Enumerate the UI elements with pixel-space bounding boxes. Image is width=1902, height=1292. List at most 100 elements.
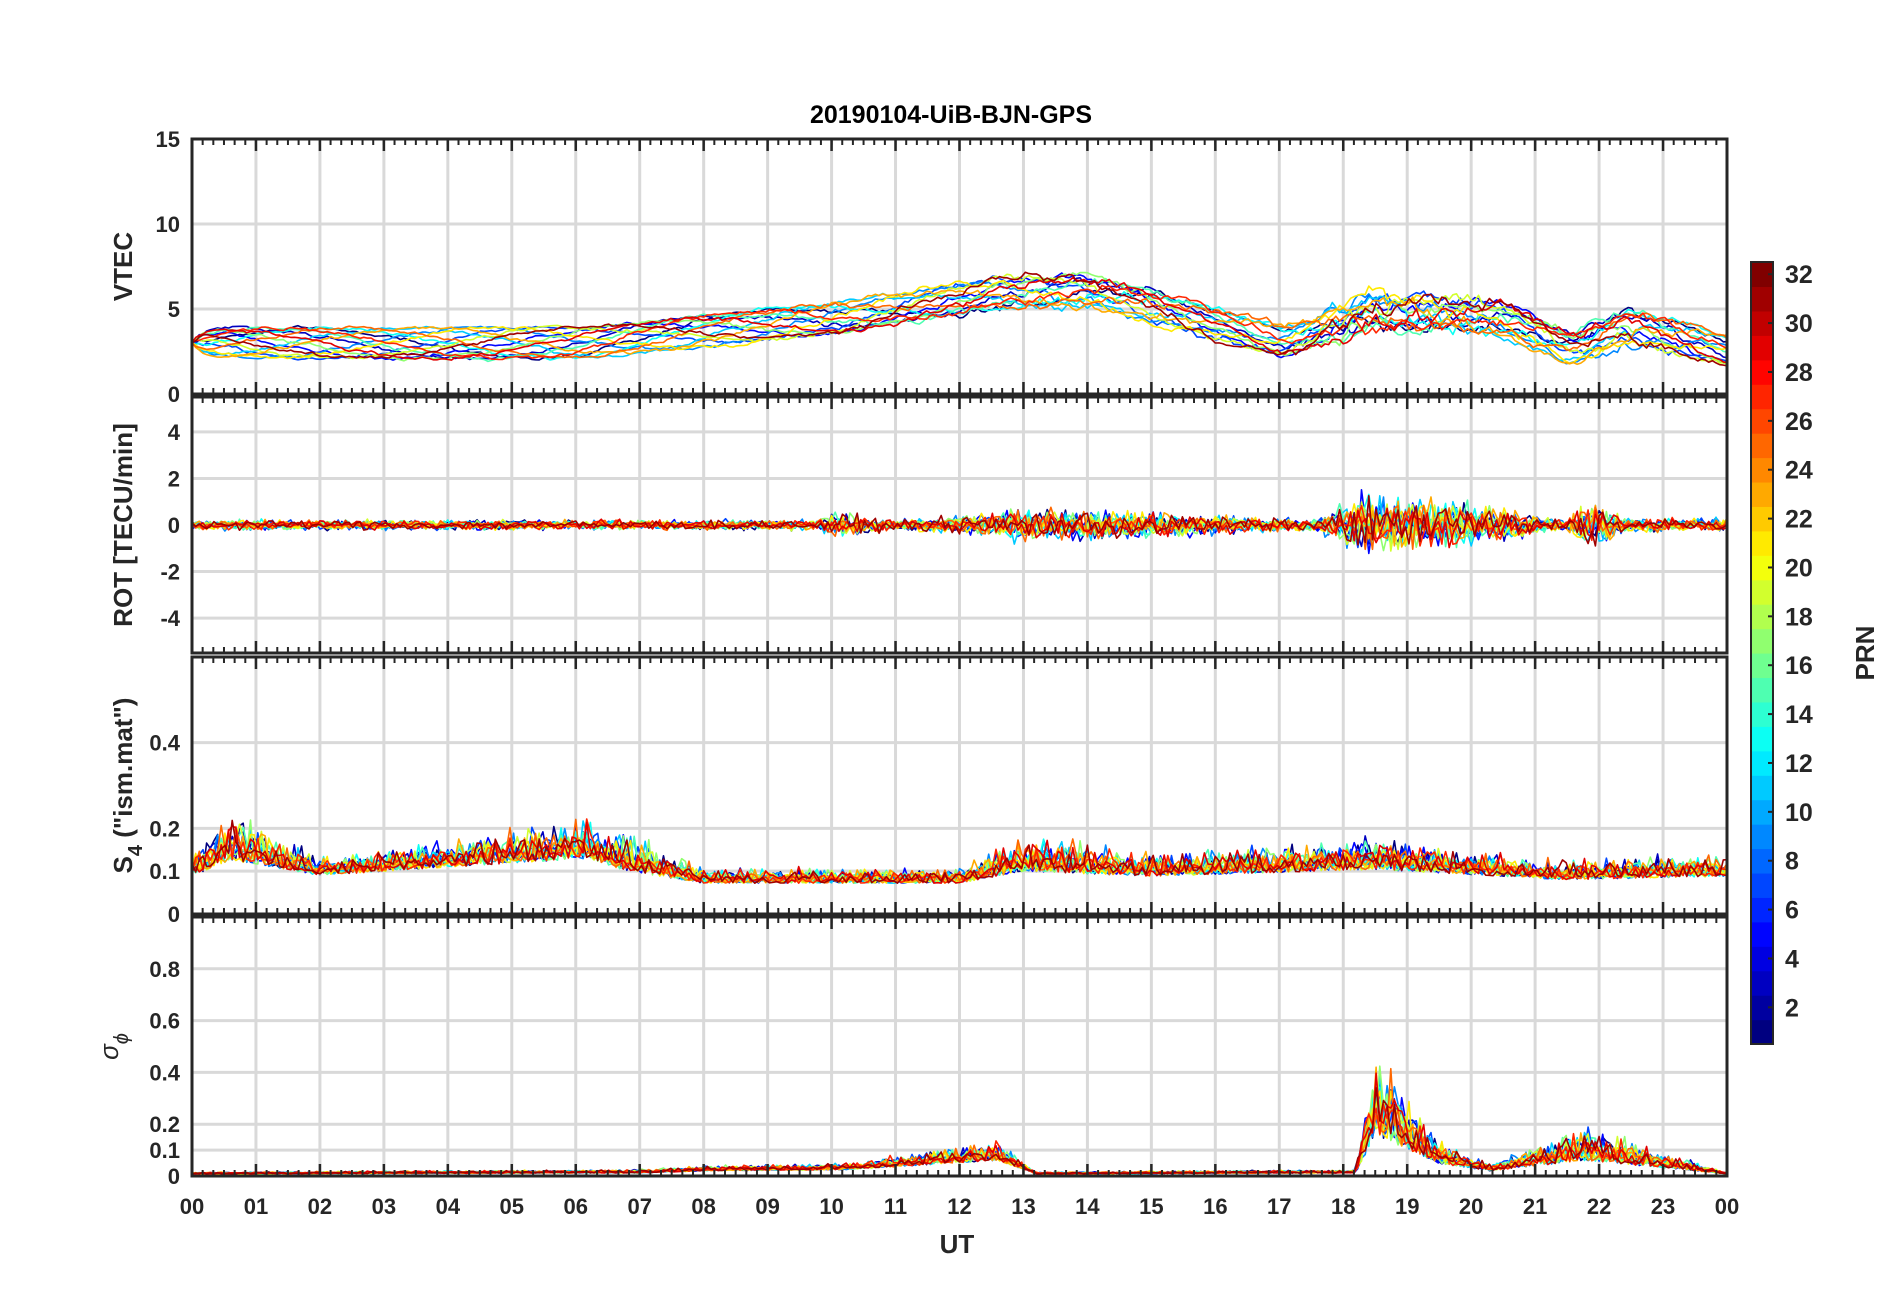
x-tick-label: 20 (1459, 1194, 1483, 1219)
series-line-prn-29 (192, 277, 1727, 364)
x-tick-label: 21 (1523, 1194, 1547, 1219)
y-tick-label: 5 (168, 297, 180, 322)
panel-rot: -4 -2 0 2 4 ROT [TECU/min] (108, 395, 1729, 655)
colorbar-swatch (1751, 970, 1773, 996)
y-tick-label: 0.1 (149, 1138, 180, 1163)
y-tick-label: 0.6 (149, 1009, 180, 1034)
colorbar-tick-label: 24 (1785, 457, 1813, 485)
colorbar-swatch (1751, 359, 1773, 385)
series-line-prn-29 (192, 821, 1727, 884)
series-group (192, 489, 1727, 555)
y-axis-label: VTEC (108, 232, 138, 302)
y-tick-label: 0.2 (149, 1112, 180, 1137)
y-tick-label: 15 (156, 127, 180, 152)
colorbar-tick-label: 16 (1785, 652, 1813, 680)
x-tick-label: 22 (1587, 1194, 1611, 1219)
series-group (192, 818, 1727, 884)
y-tick-label: -4 (160, 606, 180, 631)
colorbar-swatch (1751, 335, 1773, 361)
colorbar-swatch (1751, 775, 1773, 801)
colorbar-tick-label: 8 (1785, 848, 1799, 876)
y-tick-label: 0.4 (149, 1060, 180, 1085)
x-tick-label: 10 (819, 1194, 843, 1219)
colorbar-swatch (1751, 310, 1773, 336)
colorbar-label: PRN (1850, 626, 1880, 681)
colorbar-swatch (1751, 530, 1773, 556)
series-line-prn-31 (192, 495, 1727, 547)
series-line-prn-27 (192, 818, 1727, 884)
colorbar-swatch (1751, 481, 1773, 507)
x-axis-label: UT (940, 1229, 975, 1259)
x-tick-label: 03 (372, 1194, 396, 1219)
y-tick-label: 0.1 (149, 859, 180, 884)
colorbar-tick-label: 12 (1785, 750, 1813, 778)
x-tick-label: 08 (691, 1194, 715, 1219)
colorbar-swatch (1751, 726, 1773, 752)
y-tick-label: 0 (168, 1164, 180, 1189)
x-tick-label: 11 (884, 1194, 907, 1219)
y-tick-label: 0 (168, 382, 180, 407)
panel-sigma: 00.10.2 0.4 0.6 0.8 σϕ (94, 915, 1729, 1189)
x-tick-label: 05 (500, 1194, 524, 1219)
colorbar-swatch (1751, 946, 1773, 972)
series-line-prn-15 (192, 277, 1727, 363)
colorbar-tick-label: 10 (1785, 799, 1813, 827)
colorbar-swatch (1751, 921, 1773, 947)
series-group (192, 271, 1727, 367)
x-tick-label: 16 (1203, 1194, 1227, 1219)
x-tick-label: 19 (1395, 1194, 1419, 1219)
colorbar-swatch (1751, 262, 1773, 288)
chart-title: 20190104-UiB-BJN-GPS (810, 101, 1092, 129)
colorbar-frame (1750, 261, 1774, 1045)
colorbar-swatch (1751, 604, 1773, 630)
colorbar-tick-label: 2 (1785, 994, 1799, 1022)
colorbar-swatch (1751, 457, 1773, 483)
colorbar-swatch (1751, 628, 1773, 654)
panel-s4: 0 0.1 0.2 0.4S4 ("ism.mat") (108, 655, 1729, 927)
colorbar-swatch (1751, 1019, 1773, 1045)
x-axis: 00 01 02 03 04 05 06 07 08 09 10 11 12 13 14 15 16 17 18 19… (180, 1194, 1739, 1219)
y-axis-label: σϕ (94, 1033, 133, 1060)
colorbar-swatch (1751, 653, 1773, 679)
colorbar-swatch (1751, 408, 1773, 434)
colorbar-swatch (1751, 384, 1773, 410)
series-line-prn-19 (192, 273, 1727, 366)
colorbar-swatch (1751, 897, 1773, 923)
x-tick-label: 00 (180, 1194, 204, 1219)
x-tick-label: 07 (627, 1194, 651, 1219)
colorbar-swatch (1751, 799, 1773, 825)
series-line-prn-31 (192, 819, 1727, 884)
series-line-prn-23 (192, 289, 1727, 366)
y-tick-label: 10 (156, 212, 180, 237)
colorbar-swatch (1751, 579, 1773, 605)
colorbar-swatch (1751, 995, 1773, 1021)
y-tick-label: 4 (168, 420, 181, 445)
x-tick-label: 15 (1139, 1194, 1163, 1219)
colorbar-swatch (1751, 701, 1773, 727)
colorbar-tick-label: 22 (1785, 506, 1813, 534)
colorbar-swatch (1751, 555, 1773, 581)
colorbar-tick-label: 32 (1785, 261, 1813, 289)
x-tick-label: 01 (244, 1194, 268, 1219)
colorbar-tick-label: 26 (1785, 408, 1813, 436)
y-tick-label: 0.4 (149, 731, 180, 756)
x-tick-label: 02 (308, 1194, 332, 1219)
colorbar-swatch (1751, 677, 1773, 703)
series-line-prn-27 (192, 284, 1727, 361)
colorbar-swatch (1751, 506, 1773, 532)
colorbar-tick-label: 28 (1785, 359, 1813, 387)
colorbar-swatch (1751, 872, 1773, 898)
colorbar-tick-label: 4 (1785, 945, 1799, 973)
x-tick-label: 06 (564, 1194, 588, 1219)
x-tick-label: 17 (1267, 1194, 1291, 1219)
colorbar-tick-label: 20 (1785, 554, 1813, 582)
y-tick-label: 0.2 (149, 816, 180, 841)
x-tick-label: 04 (436, 1194, 461, 1219)
colorbar-swatch (1751, 286, 1773, 312)
colorbar-swatch (1751, 824, 1773, 850)
panel-vtec: 0 5 10 15 VTEC (108, 127, 1729, 407)
x-tick-label: 13 (1011, 1194, 1035, 1219)
